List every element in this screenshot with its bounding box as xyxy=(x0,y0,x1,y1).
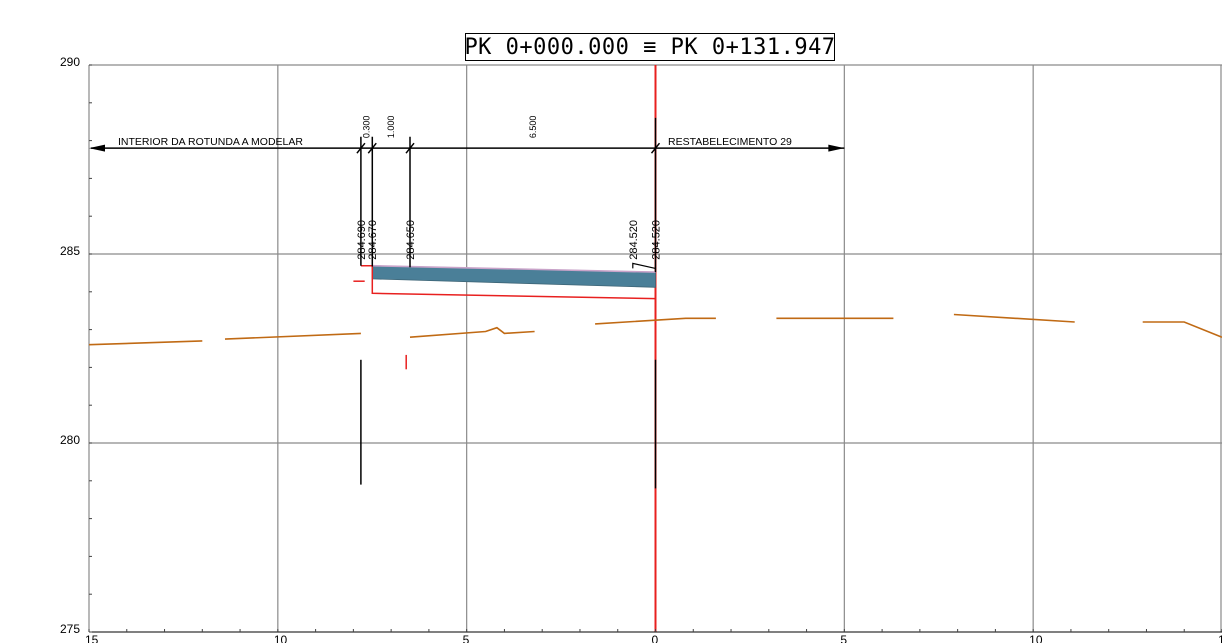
design-outline xyxy=(360,264,656,300)
dimension-tick xyxy=(367,142,377,154)
left-zone-label: INTERIOR DA ROTUNDA A MODELAR xyxy=(118,136,303,148)
x-tick-label: 5 xyxy=(463,633,470,643)
y-tick-label: 280 xyxy=(60,433,80,447)
elevation-leader xyxy=(632,262,656,269)
station-title-box: PK 0+000.000 ≡ PK 0+131.947 xyxy=(464,33,836,61)
pavement-surface xyxy=(372,264,656,273)
y-tick-label: 285 xyxy=(60,244,80,258)
dimension-label: 0.300 xyxy=(362,116,372,139)
x-tick-label: 15 xyxy=(1218,633,1222,643)
dimension-arrow-left xyxy=(89,144,105,152)
dimension-annotations: 0.300 1.000 6.500 xyxy=(89,116,845,154)
dimension-tick xyxy=(356,142,366,154)
terrain-segment xyxy=(409,326,535,338)
station-title: PK 0+000.000 ≡ PK 0+131.947 xyxy=(464,34,836,60)
dimension-tick xyxy=(650,142,661,154)
x-tick-label: 15 xyxy=(85,633,99,643)
terrain-segment xyxy=(595,317,716,325)
y-tick-label: 275 xyxy=(60,622,80,636)
zone-labels: INTERIOR DA ROTUNDA A MODELAR RESTABELEC… xyxy=(118,136,792,148)
elevation-label: 284.520 xyxy=(651,220,663,260)
right-zone-label: RESTABELECIMENTO 29 xyxy=(668,136,792,148)
terrain-profile xyxy=(88,313,1222,346)
x-tick-label: 5 xyxy=(840,633,847,643)
terrain-segment xyxy=(88,340,203,346)
axis-ticks: 290 285 280 275 15 10 5 0 5 10 15 xyxy=(60,55,1222,643)
dimension-label: 6.500 xyxy=(528,116,538,139)
design-section xyxy=(353,264,656,370)
terrain-segment xyxy=(1142,321,1222,338)
x-tick-label: 10 xyxy=(274,633,288,643)
marker-lines xyxy=(360,117,657,489)
elevation-label: 284.650 xyxy=(405,220,417,260)
terrain-segment xyxy=(224,332,361,340)
elevation-labels: 284.690 284.670 284.650 284.520 284.520 xyxy=(356,220,663,260)
dimension-arrow-right xyxy=(828,144,845,152)
x-tick-label: 10 xyxy=(1029,633,1043,643)
x-tick-label: 0 xyxy=(652,633,659,643)
elevation-label: 284.520 xyxy=(628,220,640,260)
dimension-label: 1.000 xyxy=(386,116,396,139)
elevation-label: 284.690 xyxy=(356,220,368,260)
y-tick-label: 290 xyxy=(60,55,80,69)
elevation-label: 284.670 xyxy=(367,220,379,260)
terrain-segment xyxy=(953,313,1075,323)
dimension-tick xyxy=(405,142,415,154)
